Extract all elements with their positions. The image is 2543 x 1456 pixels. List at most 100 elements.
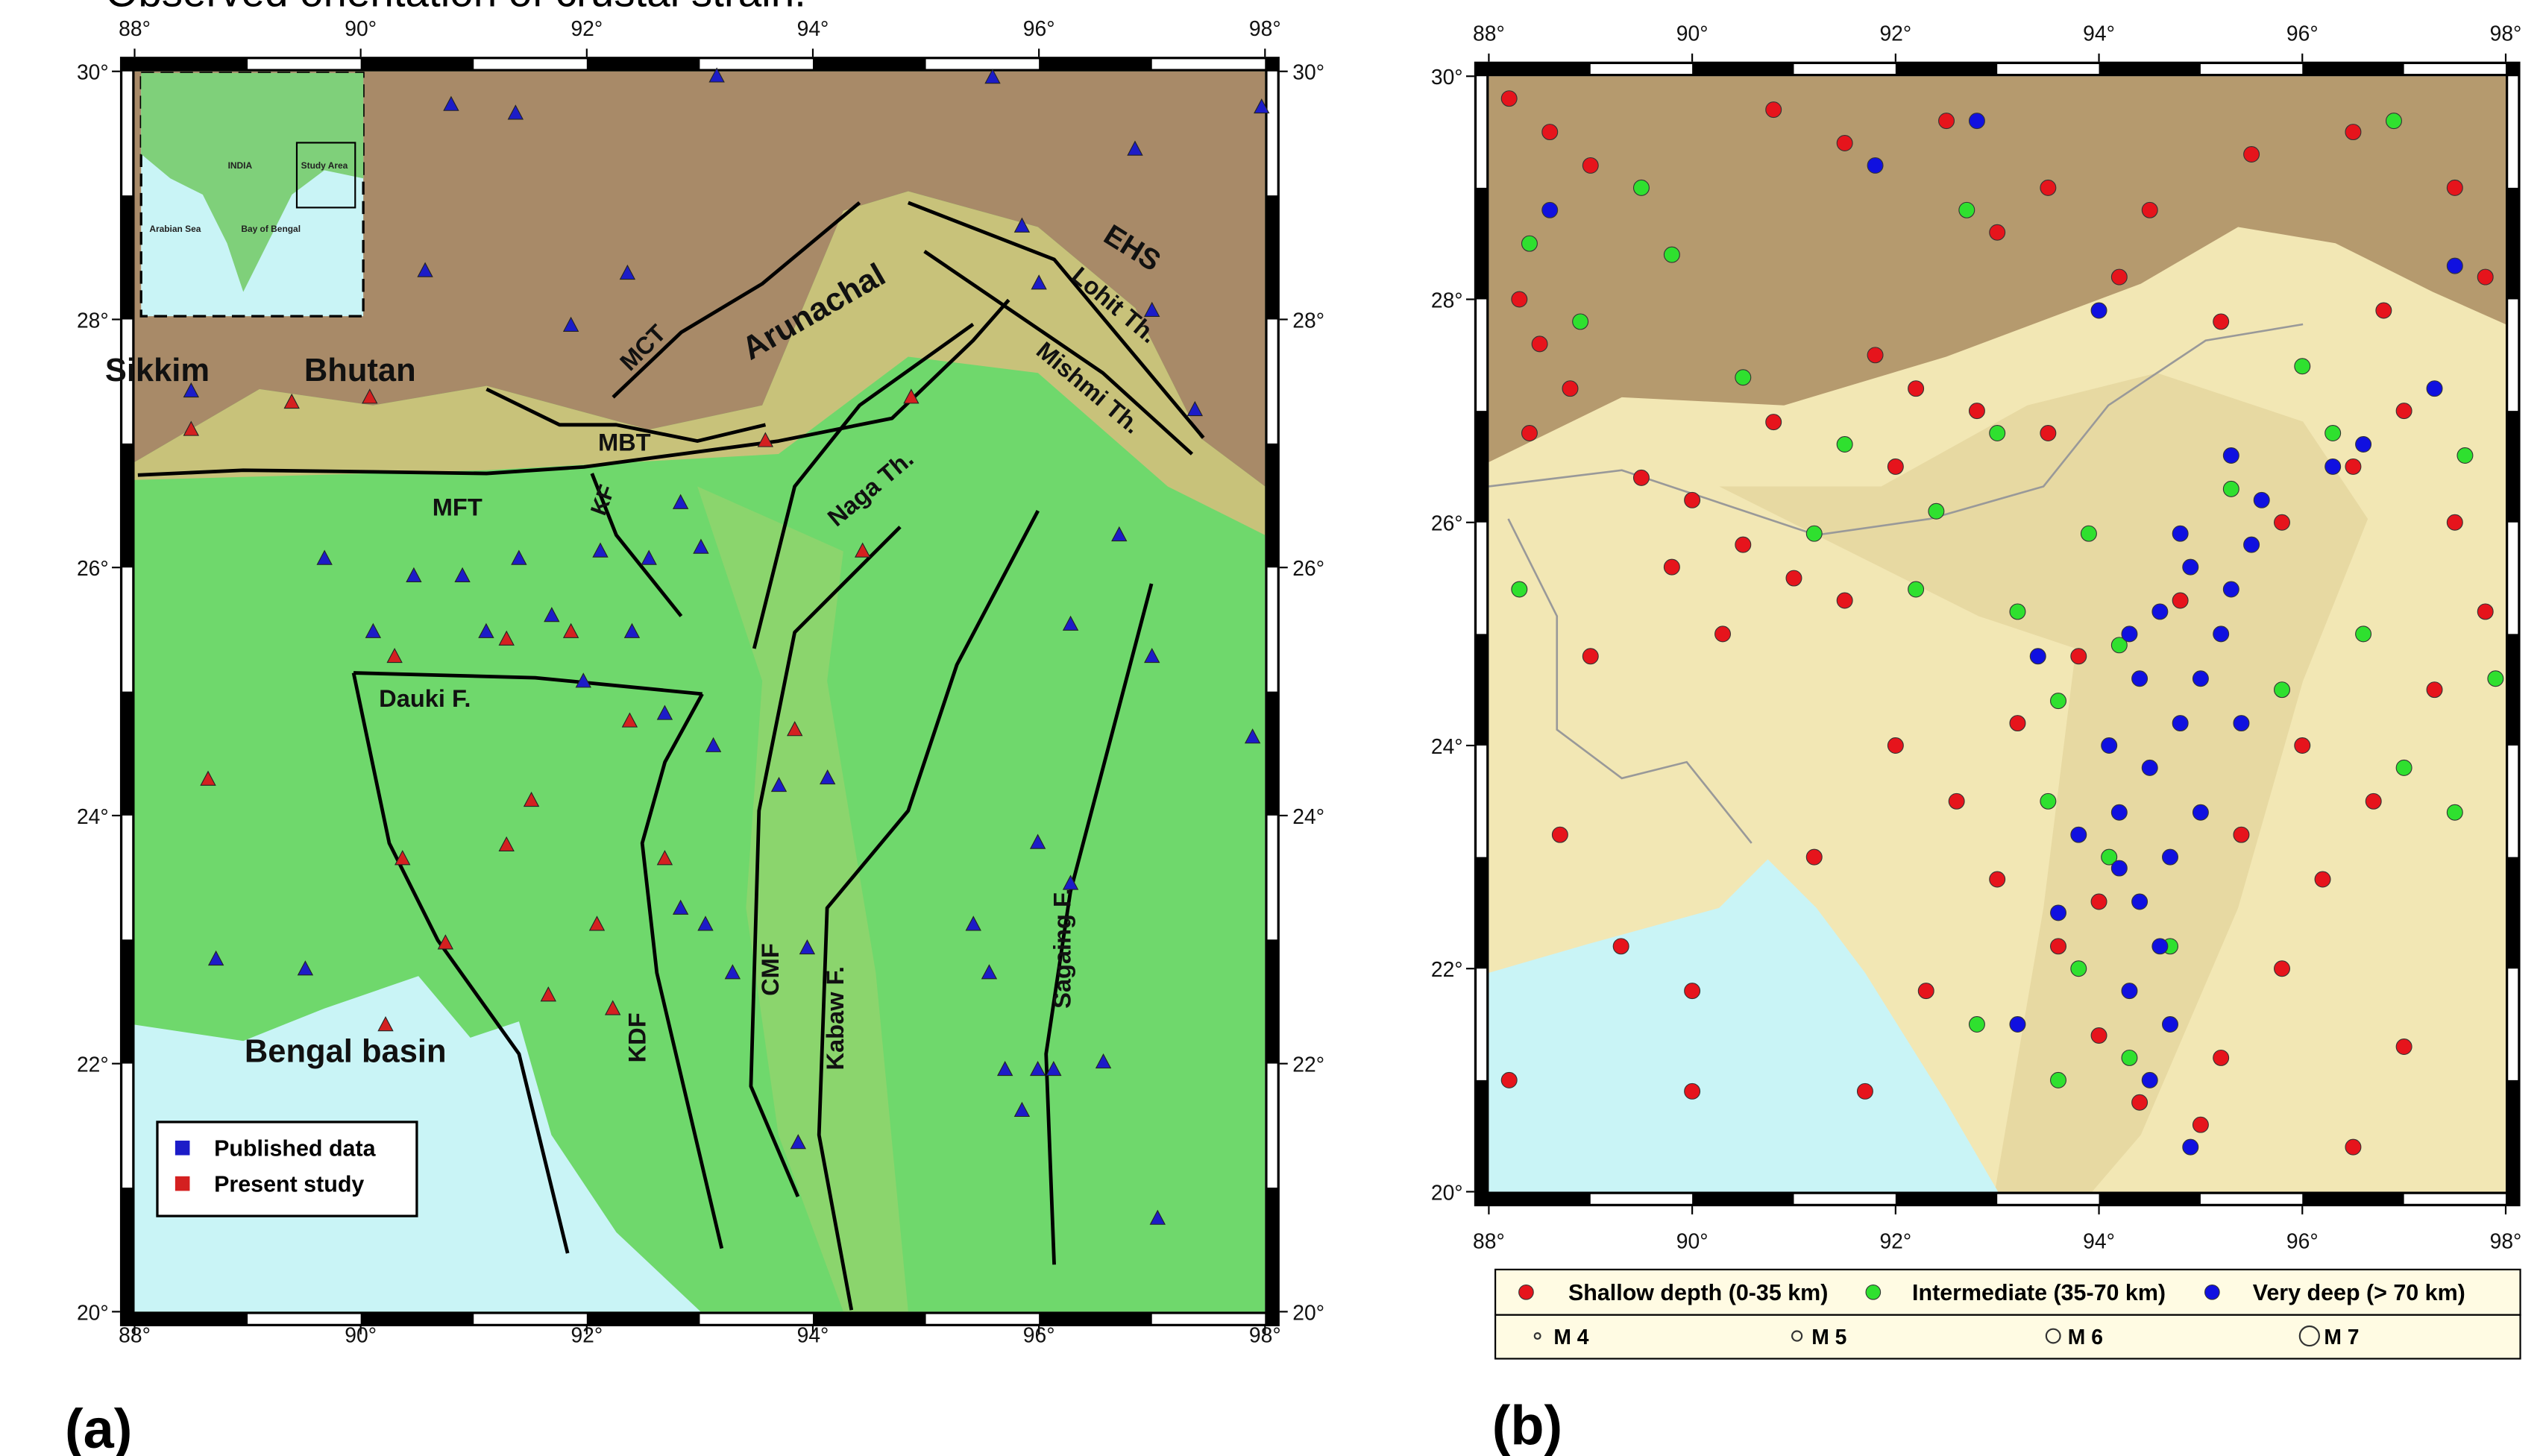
earthquake [2152,939,2168,954]
inset-label: Study Area [301,160,348,171]
figure-title: Observed orientation of crustal strain. [105,0,806,16]
earthquake [2213,1050,2229,1065]
earthquake [2345,1139,2361,1155]
page: { "figure_title": "Observed orientation … [0,0,2543,1456]
earthquake [1634,180,1650,195]
earthquake [2010,716,2025,731]
legend-symbol [1519,1285,1534,1300]
earthquake [1806,526,1822,541]
earthquake [2366,793,2381,809]
earthquake [1990,426,2005,441]
earthquake [1685,1083,1700,1099]
earthquake [2163,849,2178,865]
earthquake [2447,180,2462,195]
x-tick-label: 92° [570,16,603,40]
earthquake [1501,1072,1517,1088]
earthquake [2234,716,2249,731]
earthquake [1908,582,1924,597]
earthquake [2111,269,2127,285]
earthquake [2010,604,2025,620]
legend-symbol [175,1176,190,1191]
x-tick-label: 96° [2286,1229,2319,1253]
earthquake [1685,492,1700,508]
inset-label: INDIA [228,160,253,171]
x-tick-label: 88° [1473,1229,1505,1253]
y-tick-label: 26° [1431,511,1463,535]
earthquake [2183,1139,2198,1155]
earthquake [1542,125,1558,140]
earthquake [1634,470,1650,485]
y-tick-label: 20° [1431,1180,1463,1204]
y-tick-label: 22° [1292,1053,1324,1077]
earthquake [1582,649,1598,664]
earthquake [2275,682,2290,698]
place-label: KDF [623,1012,651,1062]
earthquake [2345,458,2361,474]
x-tick-label: 92° [1879,1229,1911,1253]
earthquake [1562,381,1578,397]
earthquake [2172,716,2188,731]
earthquake [1887,738,1903,754]
earthquake [1512,582,1527,597]
earthquake [2040,793,2056,809]
y-tick-label: 26° [77,556,109,580]
legend-symbol [2205,1285,2220,1300]
earthquake [1969,403,1984,419]
magnitude-label: M 6 [2068,1325,2103,1349]
earthquake [2040,180,2056,195]
earthquake [2325,458,2341,474]
earthquake [1522,236,1538,251]
earthquake [2152,604,2168,620]
earthquake [1867,158,1883,174]
earthquake [1532,336,1547,352]
earthquake [1887,458,1903,474]
x-tick-label: 98° [2490,1229,2522,1253]
x-tick-label: 98° [1249,16,1281,40]
place-label: MFT [433,494,482,521]
earthquake [2275,514,2290,530]
earthquake [2163,1017,2178,1033]
place-label: Bhutan [304,353,416,388]
earthquake [1990,872,2005,887]
earthquake [2051,905,2066,921]
earthquake [1715,626,1731,642]
x-tick-label: 88° [119,16,151,40]
earthquake [2477,269,2493,285]
x-tick-label: 98° [1249,1323,1281,1347]
earthquake [2051,1072,2066,1088]
earthquake [2132,671,2148,687]
x-tick-label: 98° [2490,21,2522,45]
earthquake [1552,827,1568,842]
y-tick-label: 30° [77,60,109,84]
earthquake [1613,939,1629,954]
earthquake [1837,136,1852,151]
earthquake [2142,760,2157,775]
earthquake [1837,593,1852,608]
earthquake [2122,983,2137,999]
y-tick-label: 26° [1292,556,1324,580]
earthquake [2275,961,2290,977]
earthquake [2234,827,2249,842]
earthquake [1664,247,1679,262]
earthquake [1857,1083,1873,1099]
earthquake [1685,983,1700,999]
magnitude-label: M 5 [1811,1325,1846,1349]
earthquake [2192,671,2208,687]
earthquake [2254,492,2269,508]
earthquake [2447,804,2462,820]
earthquake [1908,381,1924,397]
earthquake [2122,1050,2137,1065]
earthquake [1573,314,1588,330]
earthquake [2295,738,2310,754]
legend-label: Very deep (> 70 km) [2253,1280,2465,1305]
earthquake [2427,682,2442,698]
earthquake [1512,291,1527,307]
earthquake [2051,693,2066,709]
x-tick-label: 96° [1023,16,1055,40]
x-tick-label: 90° [1676,21,1709,45]
earthquake [2315,872,2330,887]
place-label: Kabaw F. [821,966,849,1071]
earthquake [1929,503,1944,519]
earthquake [2132,894,2148,910]
inset-label: Bay of Bengal [241,224,301,234]
